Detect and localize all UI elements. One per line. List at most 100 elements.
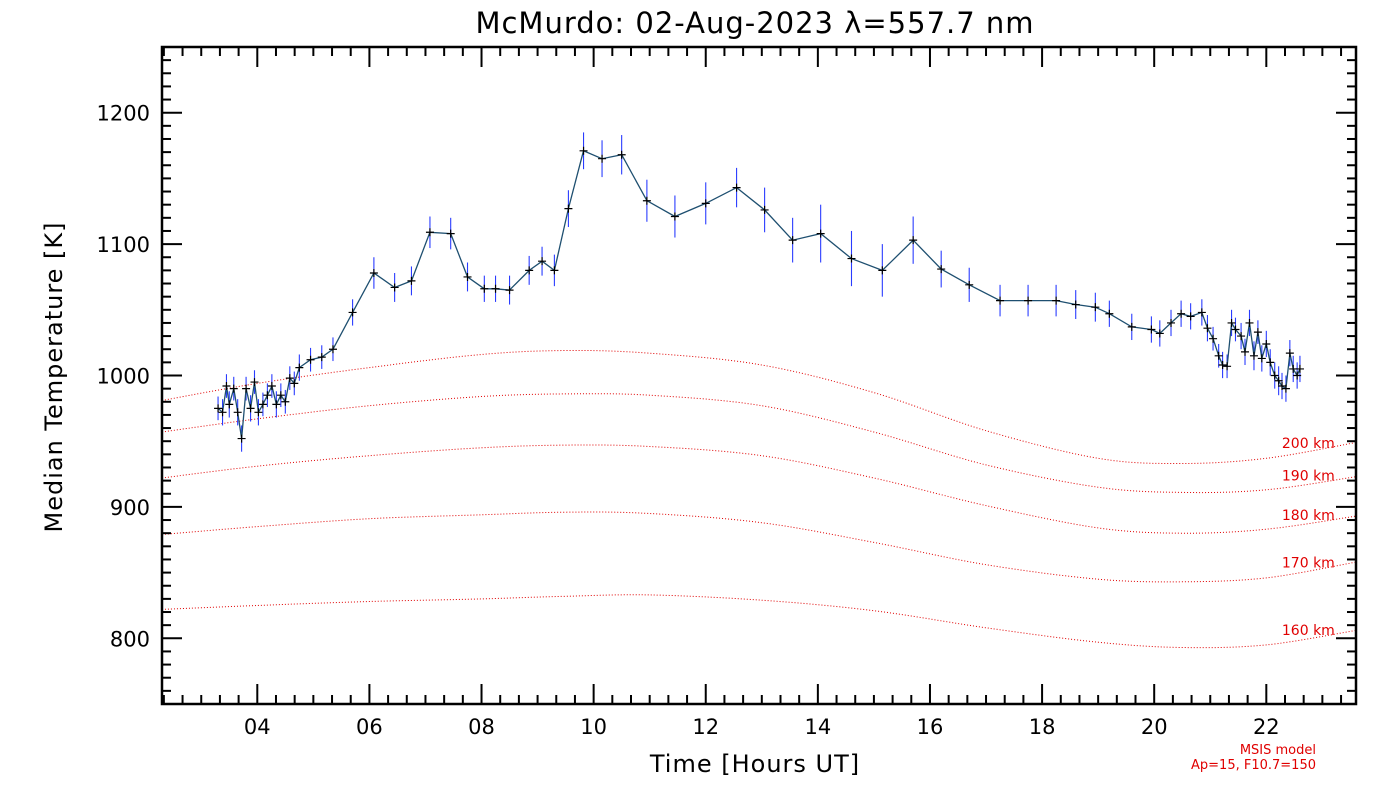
data-point — [1147, 325, 1156, 334]
data-point — [306, 355, 315, 364]
x-tick-label: 04 — [244, 715, 271, 739]
data-point — [996, 296, 1005, 305]
data-point — [1245, 318, 1254, 327]
msis-label-200-km: 200 km — [1282, 436, 1335, 452]
y-tick-label: 1000 — [97, 365, 150, 389]
data-point — [670, 212, 679, 221]
data-point — [1274, 376, 1283, 385]
data-point — [617, 150, 626, 159]
data-point — [285, 374, 294, 383]
x-tick-label: 20 — [1141, 715, 1168, 739]
data-point — [1262, 339, 1271, 348]
data-point — [579, 146, 588, 155]
msis-model-curves: 160 km 170 km 180 km 190 km 200 km — [161, 349, 1357, 649]
data-point — [425, 228, 434, 237]
plot-frame — [160, 45, 1358, 706]
data-point — [1105, 309, 1114, 318]
data-point — [446, 229, 455, 238]
msis-label-180-km: 180 km — [1282, 508, 1335, 524]
data-point — [222, 382, 231, 391]
y-tick-label: 800 — [110, 627, 150, 651]
data-point — [348, 308, 357, 317]
data-point — [1197, 308, 1206, 317]
data-point — [1289, 364, 1298, 373]
data-point — [1155, 329, 1164, 338]
msis-params-note: Ap=15, F10.7=150 — [1191, 758, 1316, 773]
data-point — [1266, 358, 1275, 367]
data-point — [847, 254, 856, 263]
data-point — [732, 183, 741, 192]
data-point — [1237, 332, 1246, 341]
data-point — [1249, 351, 1258, 360]
x-tick-label: 22 — [1253, 715, 1280, 739]
data-point — [1177, 309, 1186, 318]
data-point — [317, 353, 326, 362]
data-point — [1214, 351, 1223, 360]
data-point — [246, 404, 255, 413]
data-point — [816, 229, 825, 238]
data-point — [214, 404, 223, 413]
chart-title: McMurdo: 02-Aug-2023 λ=557.7 nm — [475, 6, 1034, 40]
data-point — [233, 408, 242, 417]
x-tick-label: 14 — [804, 715, 831, 739]
data-point — [1091, 303, 1100, 312]
data-point — [937, 265, 946, 274]
data-point — [525, 266, 534, 275]
msis-curve-180-km — [161, 444, 1357, 534]
x-tick-label: 18 — [1029, 715, 1056, 739]
data-point — [598, 154, 607, 163]
y-tick-label: 1100 — [97, 233, 150, 257]
msis-curve-170-km — [161, 511, 1357, 583]
data-point — [218, 408, 227, 417]
data-point — [642, 196, 651, 205]
data-point — [250, 378, 259, 387]
data-point — [1241, 347, 1250, 356]
data-point — [538, 257, 547, 266]
data-point — [1293, 371, 1302, 380]
data-point — [909, 236, 918, 245]
data-point — [1270, 371, 1279, 380]
data-point — [760, 205, 769, 214]
data-point — [1218, 360, 1227, 369]
msis-label-190-km: 190 km — [1282, 469, 1335, 485]
data-point — [788, 236, 797, 245]
data-point — [276, 391, 285, 400]
data-point — [1071, 300, 1080, 309]
data-point — [1167, 318, 1176, 327]
x-axis-label: Time [Hours UT] — [649, 750, 860, 778]
data-point — [1295, 364, 1304, 373]
data-point — [505, 286, 514, 295]
data-point — [463, 272, 472, 281]
data-point — [225, 400, 234, 409]
data-point — [1227, 318, 1236, 327]
data-point — [242, 384, 251, 393]
msis-curve-200-km — [161, 349, 1357, 465]
data-point — [1203, 324, 1212, 333]
x-tick-label: 16 — [917, 715, 944, 739]
data-point — [1186, 312, 1195, 321]
data-point — [390, 283, 399, 292]
data-point — [480, 284, 489, 293]
data-point — [295, 363, 304, 372]
data-point — [281, 397, 290, 406]
temperature-line — [217, 149, 1301, 439]
x-tick-label: 06 — [356, 715, 383, 739]
data-point — [1052, 296, 1061, 305]
data-point — [407, 276, 416, 285]
x-tick-label: 10 — [580, 715, 607, 739]
data-point — [258, 400, 267, 409]
data-point — [491, 284, 500, 293]
data-point — [229, 384, 238, 393]
data-point — [267, 382, 276, 391]
data-point — [1127, 322, 1136, 331]
data-point — [1231, 325, 1240, 334]
y-tick-label: 900 — [110, 496, 150, 520]
data-point — [1285, 349, 1294, 358]
axis-ticks: 04 06 08 10 12 14 16 18 20 22 800 900 1000 1100 1200 — [97, 46, 1356, 739]
data-point — [290, 379, 299, 388]
x-tick-label: 12 — [692, 715, 719, 739]
data-point — [564, 204, 573, 213]
y-axis-label: Median Temperature [K] — [40, 221, 68, 532]
data-point — [369, 269, 378, 278]
